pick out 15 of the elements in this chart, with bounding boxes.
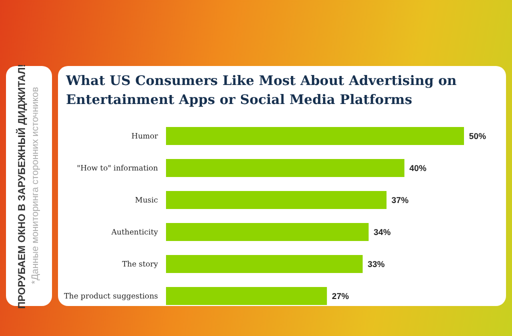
- data-label: 34%: [374, 227, 392, 238]
- chart-title: What US Consumers Like Most About Advertising on Entertainment Apps or Social Media Platforms: [66, 73, 458, 110]
- text: ПРОРУБАЕМ ОКНО В ЗАРУБЕЖНЫЙ ДИДЖИТАЛ!: [17, 64, 28, 308]
- data-label: 50%: [469, 131, 486, 142]
- data-label: 40%: [409, 163, 427, 174]
- bar: [166, 159, 404, 178]
- data-label: 33%: [368, 259, 386, 270]
- bar: [166, 191, 387, 210]
- data-label: 37%: [392, 195, 409, 206]
- data-label: 27%: [332, 291, 350, 302]
- bar: [166, 255, 363, 274]
- bar: [166, 223, 369, 242]
- bar: [166, 287, 327, 306]
- bar: [166, 127, 464, 146]
- text: *Данные мониторинга сторонних источников: [30, 87, 41, 285]
